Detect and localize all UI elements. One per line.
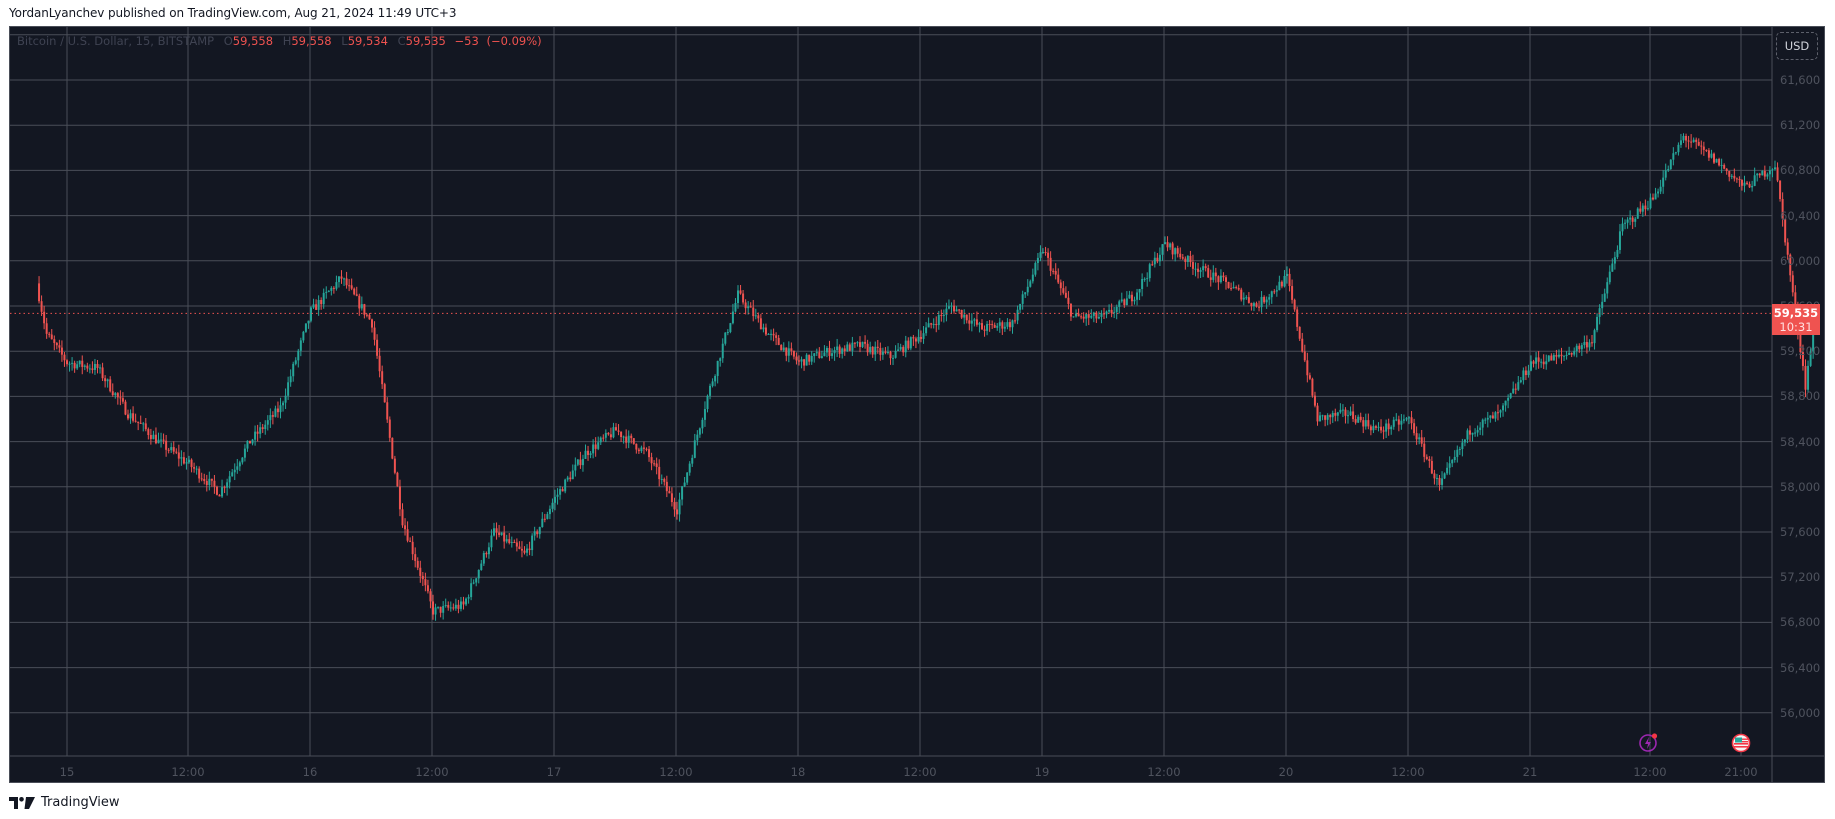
time-tick-label: 12:00 (1147, 765, 1181, 779)
time-tick-label: 15 (59, 765, 75, 779)
time-tick-label: 18 (790, 765, 806, 779)
time-tick-label: 17 (546, 765, 562, 779)
price-tick-label: 56,800 (1780, 615, 1821, 630)
price-tick-label: 58,400 (1780, 434, 1821, 449)
low-value: 59,534 (347, 34, 388, 48)
tradingview-logo-icon (9, 796, 35, 809)
time-tick-label: 21 (1522, 765, 1538, 779)
price-tick-label: 57,600 (1780, 525, 1821, 539)
price-tick-label: 57,200 (1780, 570, 1821, 585)
time-tick-label: 21:00 (1724, 765, 1758, 779)
published-info: YordanLyanchev published on TradingView.… (9, 6, 457, 20)
change-percent: (−0.09%) (486, 34, 542, 48)
open-label: O (223, 34, 233, 48)
time-tick-label: 20 (1278, 765, 1294, 779)
last-price-tag: 59,535 10:31 (1772, 304, 1820, 335)
high-value: 59,558 (291, 34, 332, 48)
footer-branding[interactable]: TradingView (9, 795, 120, 810)
time-tick-label: 19 (1034, 765, 1050, 779)
bar-countdown: 10:31 (1779, 320, 1813, 334)
time-tick-label: 16 (302, 765, 318, 779)
low-label: L (341, 34, 348, 48)
open-value: 59,558 (232, 34, 274, 48)
high-label: H (282, 34, 292, 48)
chart-panel[interactable] (9, 26, 1825, 783)
close-value: 59,535 (405, 34, 446, 48)
change-value: −53 (454, 34, 479, 48)
lightning-event-icon[interactable] (1638, 731, 1660, 753)
price-tick-label: 58,000 (1780, 479, 1821, 494)
price-tick-label: 60,800 (1780, 163, 1821, 178)
price-tick-label: 60,000 (1780, 253, 1821, 268)
price-tick-label: 61,600 (1780, 73, 1821, 87)
chart-legend: Bitcoin / U.S. Dollar, 15, BITSTAMP O59,… (17, 34, 542, 48)
time-tick-label: 12:00 (903, 765, 937, 779)
close-label: C (397, 34, 406, 48)
last-price-value: 59,535 (1773, 306, 1819, 320)
time-tick-label: 12:00 (659, 765, 693, 779)
time-tick-label: 12:00 (171, 765, 205, 779)
time-tick-label: 12:00 (1633, 765, 1667, 779)
price-tick-label: 60,400 (1780, 208, 1821, 223)
price-tick-label: 58,800 (1780, 389, 1821, 404)
us-flag-event-icon[interactable] (1730, 731, 1752, 753)
price-tick-label: 56,000 (1780, 705, 1821, 720)
price-tick-label: 61,200 (1780, 118, 1821, 133)
time-tick-label: 12:00 (415, 765, 449, 779)
time-tick-label: 12:00 (1391, 765, 1425, 779)
symbol-title[interactable]: Bitcoin / U.S. Dollar, 15, BITSTAMP (17, 34, 215, 48)
currency-button[interactable]: USD (1776, 32, 1818, 60)
price-tick-label: 59,200 (1780, 344, 1821, 359)
price-tick-label: 56,400 (1780, 660, 1821, 675)
tradingview-brand: TradingView (41, 795, 120, 810)
